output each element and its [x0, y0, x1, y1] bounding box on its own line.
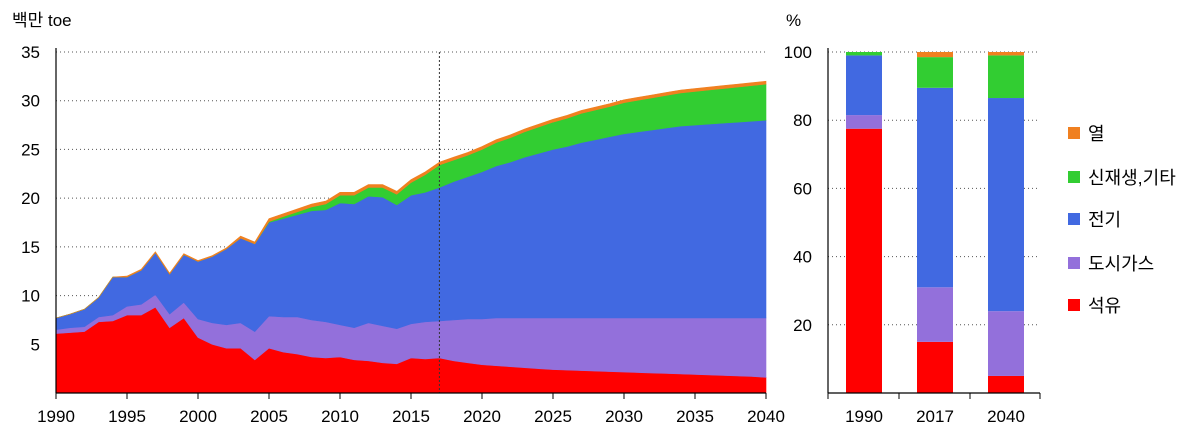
bar-chart-x-ticks: 1990 2017 2040 — [827, 393, 1041, 426]
area-y-tick-label: 35 — [21, 43, 40, 62]
bar-y-tick-label: 80 — [793, 111, 812, 130]
area-series-전기 — [55, 119, 767, 333]
area-y-tick-label: 20 — [21, 189, 40, 208]
bar-y-tick-label: 100 — [784, 43, 812, 62]
bar-y-tick-label: 20 — [793, 316, 812, 335]
bar-segment-2017-열 — [917, 52, 953, 58]
area-x-tick-label: 2035 — [676, 407, 714, 426]
area-chart-series — [55, 80, 767, 394]
area-x-tick-label: 2030 — [605, 407, 643, 426]
bar-segment-2017-석유 — [917, 341, 953, 393]
bar-y-tick-label: 40 — [793, 248, 812, 267]
area-x-tick-label: 2025 — [534, 407, 572, 426]
legend-swatch-전기 — [1068, 213, 1080, 225]
legend-swatch-신재생,기타 — [1068, 171, 1080, 183]
bar-chart-series — [846, 52, 1024, 393]
bar-y-tick-label: 60 — [793, 179, 812, 198]
bar-segment-1990-전기 — [846, 55, 882, 116]
area-x-tick-label: 2040 — [747, 407, 785, 426]
legend-swatch-석유 — [1068, 299, 1080, 311]
bar-segment-2040-신재생,기타 — [988, 55, 1024, 99]
legend-label: 석유 — [1088, 296, 1121, 316]
legend-label: 전기 — [1088, 210, 1121, 230]
legend-swatch-도시가스 — [1068, 257, 1080, 269]
bar-segment-2017-신재생,기타 — [917, 57, 953, 88]
area-chart-y-axis-label: 백만 toe — [12, 11, 72, 30]
bar-chart-y-ticks: 20 40 60 80 100 — [784, 43, 812, 335]
bar-segment-1990-도시가스 — [846, 115, 882, 129]
area-x-tick-label: 1990 — [37, 407, 75, 426]
bar-segment-1990-신재생,기타 — [846, 52, 882, 56]
bar-segment-2040-도시가스 — [988, 311, 1024, 376]
bar-x-tick-label: 1990 — [845, 407, 883, 426]
area-y-tick-label: 5 — [31, 335, 40, 354]
bar-segment-2040-석유 — [988, 375, 1024, 393]
area-y-tick-label: 10 — [21, 287, 40, 306]
bar-segment-2017-전기 — [917, 87, 953, 288]
area-series-열 — [55, 80, 767, 319]
area-x-tick-label: 1995 — [108, 407, 146, 426]
area-y-tick-label: 25 — [21, 140, 40, 159]
bar-segment-2017-도시가스 — [917, 287, 953, 342]
bar-chart-axes — [827, 48, 1040, 394]
area-x-tick-label: 2010 — [321, 407, 359, 426]
legend-label: 열 — [1088, 124, 1105, 144]
area-chart-x-ticks: 1990 1995 2000 2005 2010 2015 2020 2025 2030 2035… — [37, 393, 785, 426]
bar-x-tick-label: 2040 — [987, 407, 1025, 426]
legend-label: 도시가스 — [1088, 254, 1154, 274]
area-x-tick-label: 2020 — [463, 407, 501, 426]
bar-x-tick-label: 2017 — [916, 407, 954, 426]
area-x-tick-label: 2015 — [392, 407, 430, 426]
area-x-tick-label: 2005 — [250, 407, 288, 426]
bar-segment-2040-열 — [988, 52, 1024, 56]
legend-label: 신재생,기타 — [1088, 168, 1176, 188]
area-x-tick-label: 2000 — [179, 407, 217, 426]
bar-segment-1990-석유 — [846, 128, 882, 393]
area-chart-y-ticks: 5 10 15 20 25 30 35 — [21, 43, 40, 354]
area-y-tick-label: 30 — [21, 92, 40, 111]
area-y-tick-label: 15 — [21, 238, 40, 257]
bar-segment-2040-전기 — [988, 98, 1024, 312]
bar-chart-y-axis-label: % — [786, 11, 801, 30]
legend-swatch-열 — [1068, 127, 1080, 139]
